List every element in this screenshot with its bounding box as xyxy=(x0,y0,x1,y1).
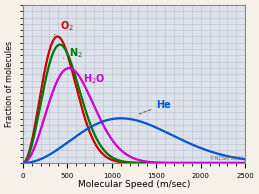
Text: O$_2$: O$_2$ xyxy=(54,19,74,35)
Y-axis label: Fraction of molecules: Fraction of molecules xyxy=(5,41,14,127)
Text: He: He xyxy=(139,100,171,114)
Text: ©NCSM 2002: ©NCSM 2002 xyxy=(210,156,243,161)
Text: N$_2$: N$_2$ xyxy=(63,46,83,60)
X-axis label: Molecular Speed (m/sec): Molecular Speed (m/sec) xyxy=(78,180,190,189)
Text: H$_2$O: H$_2$O xyxy=(75,73,106,86)
